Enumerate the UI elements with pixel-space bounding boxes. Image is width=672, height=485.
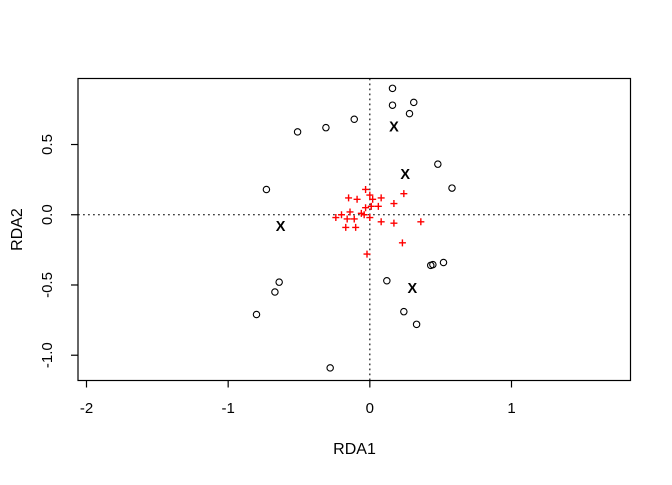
site-point — [439, 258, 448, 267]
species-point — [377, 218, 385, 226]
species-point — [345, 194, 353, 202]
centroid-point: X — [389, 119, 399, 135]
site-point — [383, 277, 391, 285]
species-point — [377, 194, 385, 202]
x-axis-title: RDA1 — [333, 441, 376, 458]
species-point — [374, 202, 382, 210]
site-point — [434, 160, 442, 168]
site-point — [429, 260, 437, 269]
site-point — [293, 128, 302, 136]
x-axis-tick-label: -2 — [80, 400, 93, 417]
x-axis-tick-label: -1 — [221, 400, 234, 417]
site-point — [448, 184, 456, 192]
plot-box — [77, 77, 632, 382]
y-axis-title: RDA2 — [9, 208, 26, 251]
site-point — [275, 278, 283, 286]
species-point — [332, 214, 340, 222]
x-axis-tick-label: 0 — [366, 400, 374, 417]
centroid-point: X — [400, 167, 410, 183]
species-point — [417, 218, 425, 226]
y-axis-tick-label: 0.5 — [39, 134, 56, 155]
y-axis-tick-label: -1.0 — [39, 342, 56, 368]
site-point — [412, 320, 421, 329]
x-axis-tick-label: 1 — [507, 400, 515, 417]
site-point — [252, 310, 261, 319]
y-axis-tick-label: 0.0 — [39, 204, 56, 225]
species-point — [367, 202, 375, 210]
species-point — [400, 190, 408, 198]
species-point — [363, 250, 371, 258]
site-point — [271, 288, 279, 296]
species-point — [390, 219, 398, 227]
centroid-point: X — [276, 219, 286, 235]
species-point — [342, 223, 350, 231]
site-point — [262, 185, 271, 194]
species-point — [362, 185, 370, 193]
site-point — [405, 109, 414, 118]
species-point — [360, 211, 368, 219]
species-point — [343, 215, 351, 223]
site-point — [322, 123, 330, 132]
centroid-point: X — [407, 281, 417, 297]
species-point — [366, 191, 374, 199]
species-point — [338, 211, 345, 219]
species-point — [366, 214, 374, 222]
site-point — [388, 84, 397, 93]
site-point — [400, 307, 408, 316]
species-point — [353, 195, 361, 203]
site-point — [326, 364, 334, 372]
species-point — [390, 200, 398, 208]
y-axis-tick-label: -0.5 — [39, 272, 56, 298]
species-point — [352, 223, 360, 231]
site-point — [409, 98, 418, 107]
species-point — [350, 215, 358, 223]
site-point — [388, 101, 397, 109]
site-point — [350, 115, 358, 123]
species-point — [398, 239, 406, 247]
species-point — [362, 204, 370, 212]
plot-layer: -2 -1 0 1 -1.0 -0.5 0.0 0.5 X X X X — [39, 77, 632, 417]
species-point — [346, 208, 354, 216]
species-point — [369, 195, 377, 203]
